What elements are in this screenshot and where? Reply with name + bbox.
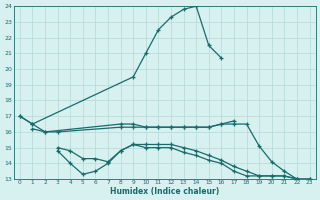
X-axis label: Humidex (Indice chaleur): Humidex (Indice chaleur) [110,187,219,196]
